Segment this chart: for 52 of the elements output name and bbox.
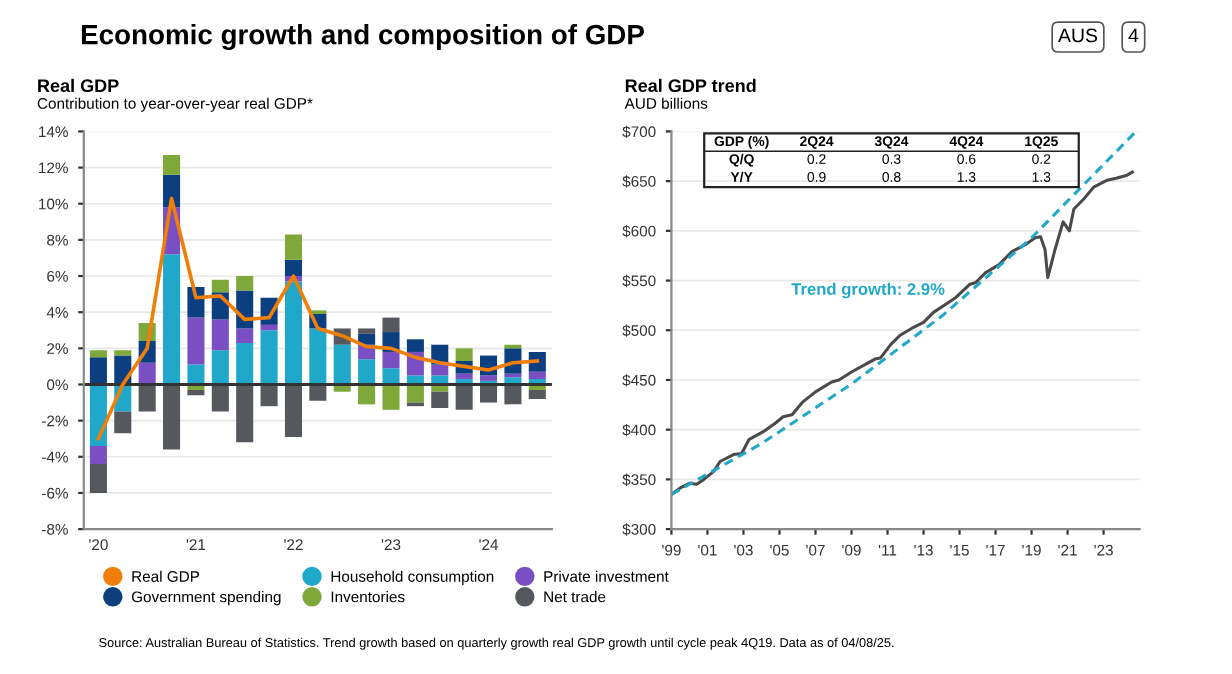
bar [382,351,400,369]
text: 4 [1128,28,1139,43]
annotation: Trend growth: 2.9% [791,282,945,299]
bar [455,348,473,361]
bar [89,445,107,465]
bar [455,373,473,380]
bar [114,350,132,356]
bar [236,384,254,443]
text: Economic growth and composition of GDP [81,24,644,51]
bar [138,384,156,412]
chart-title: Real GDP trend [625,78,756,93]
bar [89,350,107,358]
bar [406,339,424,352]
bar [236,276,254,291]
bar [114,411,132,434]
bar [333,344,351,385]
bar [211,384,229,412]
text: AUS [1058,28,1098,43]
bar [163,254,181,385]
bar [480,375,498,381]
bar [528,371,546,380]
bar [358,359,376,385]
bar [260,384,278,407]
chart-title: Real GDP [38,78,119,93]
bar [187,317,205,365]
bar [163,154,181,175]
bar [89,464,107,493]
bar [284,259,303,277]
bar [260,330,278,385]
bar [284,234,303,260]
bar [358,328,376,334]
bar [382,317,400,333]
bar [309,328,327,385]
bar [163,384,181,450]
bar [236,342,254,385]
bar [187,389,205,396]
bar [431,364,449,376]
bar [211,279,229,293]
bar [89,357,107,385]
bar [284,281,303,385]
line-series [96,196,540,441]
bar [528,389,546,399]
bar [187,364,205,385]
bar [431,391,449,408]
bar [236,328,254,343]
bar [211,350,229,385]
bar [455,384,473,410]
bar [138,362,156,385]
bar [260,324,278,331]
bar [211,319,229,351]
bar [284,384,303,437]
bar [382,384,400,410]
